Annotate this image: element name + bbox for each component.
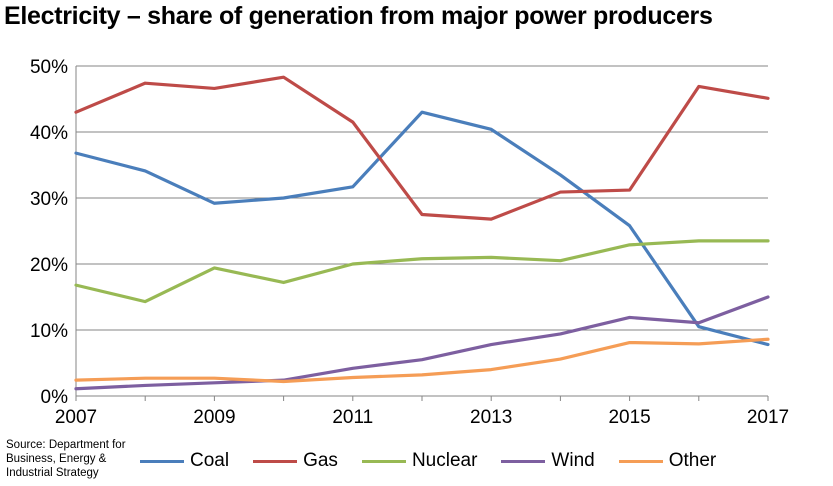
- legend-label: Other: [668, 450, 717, 471]
- series-lines: [74, 75, 770, 391]
- legend-swatch: [618, 459, 663, 463]
- legend-item-other: Other: [618, 450, 717, 472]
- series-line-gas: [74, 75, 770, 221]
- chart-title: Electricity – share of generation from m…: [4, 2, 713, 30]
- legend-swatch: [501, 459, 546, 463]
- y-tick-label: 50%: [30, 57, 68, 78]
- y-tick-label: 40%: [30, 123, 68, 144]
- y-tick-label: 30%: [30, 189, 68, 210]
- x-axis-ticks: 2007 2009 2011 2013 2015 2017: [55, 396, 789, 428]
- legend-label: Gas: [303, 450, 338, 471]
- y-axis-ticks: 0% 10% 20% 30% 40% 50%: [30, 57, 68, 408]
- legend-item-gas: Gas: [253, 450, 338, 472]
- y-tick-label: 10%: [30, 321, 68, 342]
- legend-swatch: [253, 459, 298, 463]
- x-tick-label: 2017: [747, 407, 789, 428]
- x-tick-label: 2009: [193, 407, 235, 428]
- x-tick-label: 2015: [608, 407, 650, 428]
- legend-item-nuclear: Nuclear: [361, 450, 478, 472]
- y-tick-label: 0%: [41, 387, 69, 408]
- legend-label: Coal: [190, 450, 230, 471]
- gridlines: [75, 65, 768, 397]
- legend-item-coal: Coal: [140, 450, 229, 472]
- legend: Coal Gas Nuclear Wind Other: [140, 450, 740, 472]
- source-note: Source: Department for Business, Energy …: [6, 439, 126, 479]
- legend-label: Nuclear: [411, 450, 478, 471]
- legend-label: Wind: [551, 450, 595, 471]
- legend-swatch: [140, 459, 184, 463]
- series-line-wind: [74, 295, 770, 391]
- legend-swatch: [361, 459, 406, 463]
- x-tick-label: 2011: [332, 407, 373, 428]
- y-tick-label: 20%: [30, 255, 68, 276]
- x-tick-label: 2013: [470, 407, 512, 428]
- series-line-coal: [74, 110, 770, 347]
- legend-item-wind: Wind: [501, 450, 595, 472]
- series-line-other: [74, 337, 770, 384]
- x-tick-label: 2007: [55, 407, 97, 428]
- series-line-nuclear: [74, 239, 770, 304]
